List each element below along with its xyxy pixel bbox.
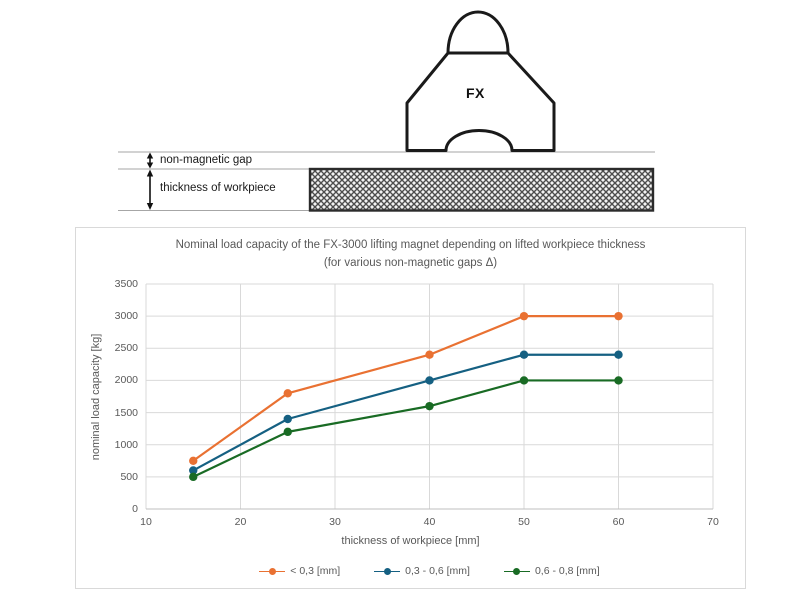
data-point [614, 350, 623, 359]
legend-marker-icon [503, 567, 530, 575]
y-tick-label: 1000 [114, 438, 138, 451]
thickness-arrow-icon [146, 169, 154, 210]
magnet-diagram: non-magnetic gap thickness of workpiece … [0, 0, 800, 226]
chart-legend: < 0,3 [mm] 0,3 - 0,6 [mm] 0,6 - 0,8 [mm] [146, 565, 713, 577]
data-point [425, 350, 434, 359]
x-tick-label: 10 [140, 516, 152, 528]
data-point [425, 401, 434, 411]
y-tick-label: 1500 [114, 406, 138, 419]
x-tick-label: 30 [329, 516, 341, 528]
gap-label: non-magnetic gap [160, 154, 253, 166]
data-point [189, 456, 198, 465]
magnet-fx-label: FX [466, 85, 485, 101]
y-tick-label: 3000 [114, 310, 138, 323]
legend-item: 0,6 - 0,8 [mm] [503, 565, 600, 577]
legend-item: < 0,3 [mm] [259, 565, 340, 577]
data-point [283, 414, 292, 424]
data-point [189, 466, 198, 475]
data-point [519, 311, 529, 321]
x-tick-label: 60 [612, 516, 625, 528]
legend-marker-icon [374, 567, 401, 575]
series-line [192, 315, 619, 462]
thickness-label: thickness of workpiece [160, 182, 276, 194]
magnet-hook-eye [446, 10, 510, 55]
series-line [192, 379, 619, 478]
gap-arrow-icon [146, 152, 154, 169]
x-tick-label: 40 [423, 516, 436, 528]
legend-label: < 0,3 [mm] [290, 565, 341, 577]
y-tick-label: 3500 [114, 278, 138, 290]
legend-item: 0,3 - 0,6 [mm] [374, 565, 470, 577]
data-point [614, 311, 623, 321]
chart-title-block: Nominal load capacity of the FX-3000 lif… [76, 237, 745, 273]
y-tick-label: 2500 [114, 342, 138, 355]
data-point [189, 472, 198, 482]
y-tick-label: 500 [120, 470, 138, 483]
x-tick-label: 50 [518, 516, 530, 528]
magnet-body [405, 51, 556, 152]
workpiece-bar [308, 167, 655, 212]
diagram-drawing [118, 10, 655, 212]
data-point [283, 389, 292, 398]
data-point [614, 376, 623, 385]
x-tick-label: 70 [707, 516, 719, 528]
plot-area [145, 283, 714, 510]
chart-subtitle: (for various non-magnetic gaps Δ) [323, 256, 498, 269]
x-axis-title: thickness of workpiece [mm] [341, 535, 480, 547]
y-tick-label: 2000 [114, 374, 138, 387]
chart-panel: Nominal load capacity of the FX-3000 lif… [75, 227, 746, 589]
legend-marker-icon [259, 567, 286, 575]
data-point [519, 350, 529, 359]
magnet-outline [405, 10, 556, 152]
data-point [519, 376, 529, 385]
legend-label: 0,3 - 0,6 [mm] [405, 565, 470, 577]
reference-lines [118, 151, 655, 211]
chart-title: Nominal load capacity of the FX-3000 lif… [175, 239, 646, 251]
x-tick-label: 20 [234, 516, 247, 528]
data-point [283, 427, 292, 437]
y-tick-label: 0 [132, 503, 138, 515]
legend-label: 0,6 - 0,8 [mm] [534, 565, 600, 577]
data-point [425, 376, 434, 385]
